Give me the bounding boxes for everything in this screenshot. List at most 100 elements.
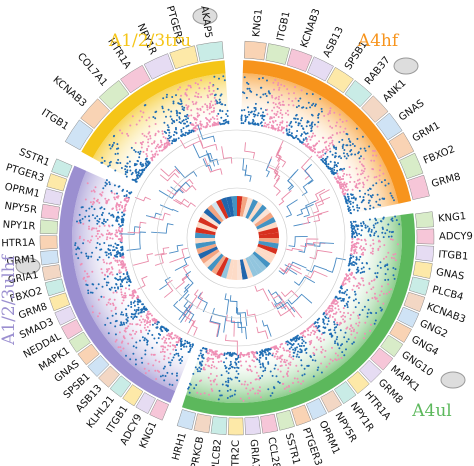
- dendrogram: [209, 315, 220, 337]
- gene-label: ADCY9: [439, 231, 473, 242]
- segment-title: A4ul: [411, 401, 451, 421]
- gene-block: [415, 245, 435, 262]
- dendrogram: [278, 268, 298, 275]
- gene-block: [98, 80, 130, 110]
- gene-label: CCL28: [265, 436, 281, 466]
- heatmap-cell: [254, 212, 274, 227]
- manhattan-dots: [263, 79, 385, 196]
- heatmap-cell: [250, 204, 267, 223]
- heatmap-cell: [195, 232, 216, 238]
- gene-label: NPY1R: [2, 219, 35, 232]
- dendrogram: [313, 210, 329, 223]
- segment-title: A1/2/3tru: [108, 31, 191, 51]
- dendrogram: [197, 292, 208, 313]
- dendrogram: [307, 242, 326, 246]
- dendrogram: [169, 244, 184, 254]
- dendrogram: [275, 148, 287, 168]
- gene-block: [54, 305, 76, 326]
- dendrogram: [159, 276, 171, 291]
- gene-block: [193, 413, 212, 434]
- dendrogram: [160, 168, 180, 177]
- heatmap-cell: [195, 240, 216, 249]
- dendrogram: [119, 226, 141, 235]
- gene-block: [43, 188, 64, 206]
- segment-band: [181, 213, 415, 416]
- gene-label: GRM8: [430, 171, 462, 190]
- heatmap-cell: [237, 196, 243, 217]
- gene-block: [60, 319, 83, 340]
- dendrogram: [182, 309, 195, 335]
- gene-label: GRIA1: [248, 439, 261, 466]
- heatmap-cell: [195, 227, 216, 236]
- gene-label: PLCB4: [431, 284, 465, 303]
- heatmap-cell: [207, 204, 224, 223]
- dendrogram: [256, 326, 269, 340]
- gene-block: [51, 158, 73, 178]
- heatmap-cell: [257, 243, 278, 255]
- dendrogram: [183, 270, 194, 293]
- heatmap-cell: [216, 257, 229, 277]
- gene-label: GRM1: [6, 254, 37, 268]
- dendrogram: [175, 198, 196, 208]
- gene-block: [149, 399, 170, 421]
- gene-label: ITGB1: [438, 249, 469, 262]
- gene-block: [80, 98, 111, 129]
- gene-label: NPY5R: [4, 201, 38, 216]
- dendrogram: [317, 189, 330, 207]
- gene-block: [346, 370, 370, 395]
- dendrogram: [281, 266, 303, 275]
- gene-block: [49, 292, 71, 312]
- gene-block: [46, 173, 68, 192]
- dendrogram: [276, 146, 282, 163]
- gene-label: KCNAB3: [299, 7, 323, 49]
- dendrogram: [154, 253, 168, 266]
- gene-block: [291, 404, 312, 427]
- heatmap-cell: [257, 221, 278, 233]
- dendrogram: [277, 306, 303, 319]
- dendrogram: [174, 165, 198, 179]
- gene-block: [333, 381, 357, 405]
- dendrogram: [197, 125, 216, 143]
- dendrogram: [326, 257, 346, 273]
- gene-block: [361, 95, 389, 123]
- heatmap-cell: [245, 257, 258, 277]
- heatmap-cell: [245, 199, 258, 219]
- dendrogram: [221, 146, 233, 164]
- dendrogram: [226, 314, 235, 337]
- gene-block: [39, 235, 58, 250]
- dendrogram: [300, 238, 319, 248]
- heatmap-cell: [203, 208, 222, 225]
- segment-band: [81, 60, 226, 159]
- dendrogram: [274, 166, 281, 182]
- dendrogram: [235, 306, 248, 327]
- gene-block: [320, 390, 343, 413]
- dendrogram: [126, 231, 146, 251]
- dendrogram: [230, 316, 243, 334]
- gene-block: [415, 211, 434, 229]
- gene-block: [416, 228, 435, 245]
- gene-block: [305, 397, 328, 421]
- dendrogram: [261, 320, 272, 337]
- heatmap-cell: [239, 196, 248, 217]
- dendrogram: [273, 298, 287, 310]
- heatmap-cell: [258, 232, 279, 238]
- gene-block: [399, 152, 424, 180]
- heatmap-cell: [242, 197, 254, 218]
- gene-block: [397, 306, 420, 328]
- heatmap-cell: [231, 196, 237, 217]
- dendrogram: [302, 213, 323, 225]
- dendrogram: [286, 247, 303, 251]
- heatmap-cell: [252, 208, 271, 225]
- dendrogram: [175, 275, 188, 290]
- gene-label: SSTR1: [17, 147, 51, 169]
- gene-block: [408, 276, 430, 296]
- heatmap-cell: [226, 196, 235, 217]
- heatmap-cell: [256, 246, 276, 259]
- gene-block: [344, 79, 373, 108]
- gene-label: ITGB1: [39, 107, 70, 133]
- dendrogram: [265, 158, 272, 178]
- gene-block: [375, 112, 403, 141]
- gene-label: HTR2C: [231, 440, 242, 466]
- dendrogram: [301, 179, 313, 196]
